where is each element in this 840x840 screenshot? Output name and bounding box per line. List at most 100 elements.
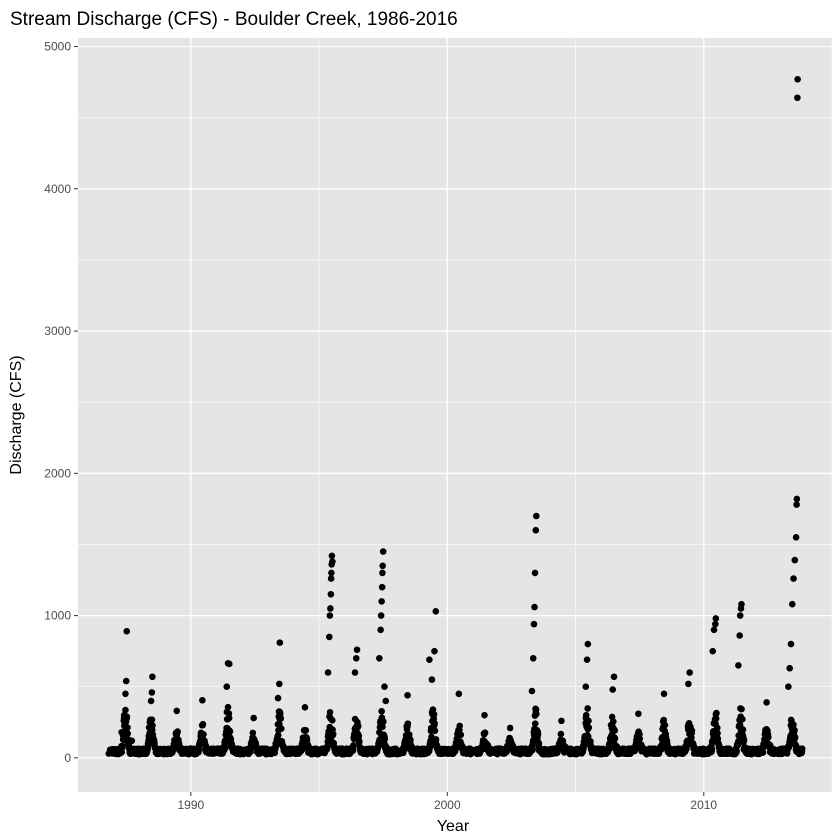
discharge-point [110,747,118,755]
y-tick-label: 5000 [44,40,71,54]
daily-discharge-point [432,736,440,743]
discharge-point [710,626,718,634]
discharge-point [583,656,591,663]
discharge-point [105,750,113,757]
discharge-point [533,512,540,520]
daily-discharge-point [584,705,591,712]
y-axis-title: Discharge (CFS) [8,355,25,474]
discharge-point [274,694,282,702]
discharge-point [381,683,388,691]
daily-discharge-point [739,715,746,723]
discharge-point [147,697,155,705]
discharge-point [506,724,514,732]
discharge-point [532,526,540,534]
discharge-point [736,612,744,619]
discharge-point [786,664,793,672]
chart-title: Stream Discharge (CFS) - Boulder Creek, … [10,9,458,30]
daily-discharge-point [326,708,334,716]
daily-discharge-point [738,705,745,713]
discharge-point [122,677,130,685]
discharge-point [301,704,309,711]
daily-discharge-point [354,722,362,730]
daily-discharge-point [481,729,489,737]
discharge-point [120,711,128,719]
discharge-point [709,647,717,655]
discharge-point [609,686,617,693]
daily-discharge-point [660,716,668,724]
daily-discharge-point [356,738,363,745]
discharge-point [738,600,745,608]
discharge-point [455,690,463,698]
discharge-point [793,501,800,508]
discharge-point [531,569,539,577]
y-axis-ticks: 0 1000 2000 3000 4000 5000 [44,40,78,765]
daily-discharge-point [791,733,799,741]
discharge-point [685,680,692,688]
x-tick-label: 2000 [434,798,461,812]
discharge-point [785,683,792,691]
discharge-point [787,640,795,648]
daily-discharge-point [791,726,798,734]
discharge-point [481,711,488,719]
discharge-point [327,590,335,598]
daily-discharge-point [224,703,232,711]
daily-discharge-point [790,721,797,728]
daily-discharge-point [199,720,207,728]
discharge-point [149,673,156,681]
daily-discharge-point [355,732,363,739]
discharge-point [529,654,537,662]
discharge-point [794,94,801,102]
discharge-point [788,600,796,608]
daily-discharge-point [533,710,540,718]
discharge-point [250,714,257,722]
discharge-point [531,603,538,611]
daily-discharge-point [277,715,285,723]
x-tick-label: 1990 [177,798,204,812]
discharge-point [428,676,436,683]
daily-discharge-point [426,743,434,751]
discharge-point [326,612,334,619]
discharge-point [327,605,334,612]
discharge-point [326,633,333,641]
daily-discharge-point [688,727,696,734]
daily-discharge-point [585,724,593,731]
y-tick-label: 4000 [44,182,71,196]
daily-discharge-point [407,736,414,744]
discharge-point [148,689,156,696]
daily-discharge-point [124,730,132,737]
daily-discharge-point [636,735,644,743]
discharge-point [736,632,743,639]
discharge-point [199,696,206,704]
discharge-point [610,673,618,681]
discharge-point [379,548,387,555]
discharge-point [735,662,742,669]
discharge-point [324,669,332,676]
daily-discharge-point [733,748,740,755]
discharge-point [660,690,668,698]
discharge-point [378,583,386,591]
discharge-point [379,569,386,577]
daily-discharge-point [124,724,131,731]
daily-discharge-point [431,727,439,735]
discharge-point [353,646,361,654]
daily-discharge-point [712,715,720,722]
daily-discharge-point [661,721,669,729]
daily-discharge-point [381,735,389,743]
daily-discharge-point [430,711,438,718]
daily-discharge-point [714,724,721,732]
daily-discharge-point [531,720,539,727]
discharge-point [382,697,390,705]
daily-discharge-point [611,727,619,734]
discharge-point [352,654,360,662]
discharge-point [173,707,181,715]
daily-discharge-point [529,746,536,753]
discharge-point [790,575,797,582]
daily-discharge-point [200,731,207,738]
discharge-point [376,654,383,662]
daily-discharge-point [226,728,234,735]
minor-gridlines [78,38,833,792]
discharge-point [122,690,129,698]
x-tick-label: 2010 [690,798,717,812]
discharge-point [558,717,565,725]
